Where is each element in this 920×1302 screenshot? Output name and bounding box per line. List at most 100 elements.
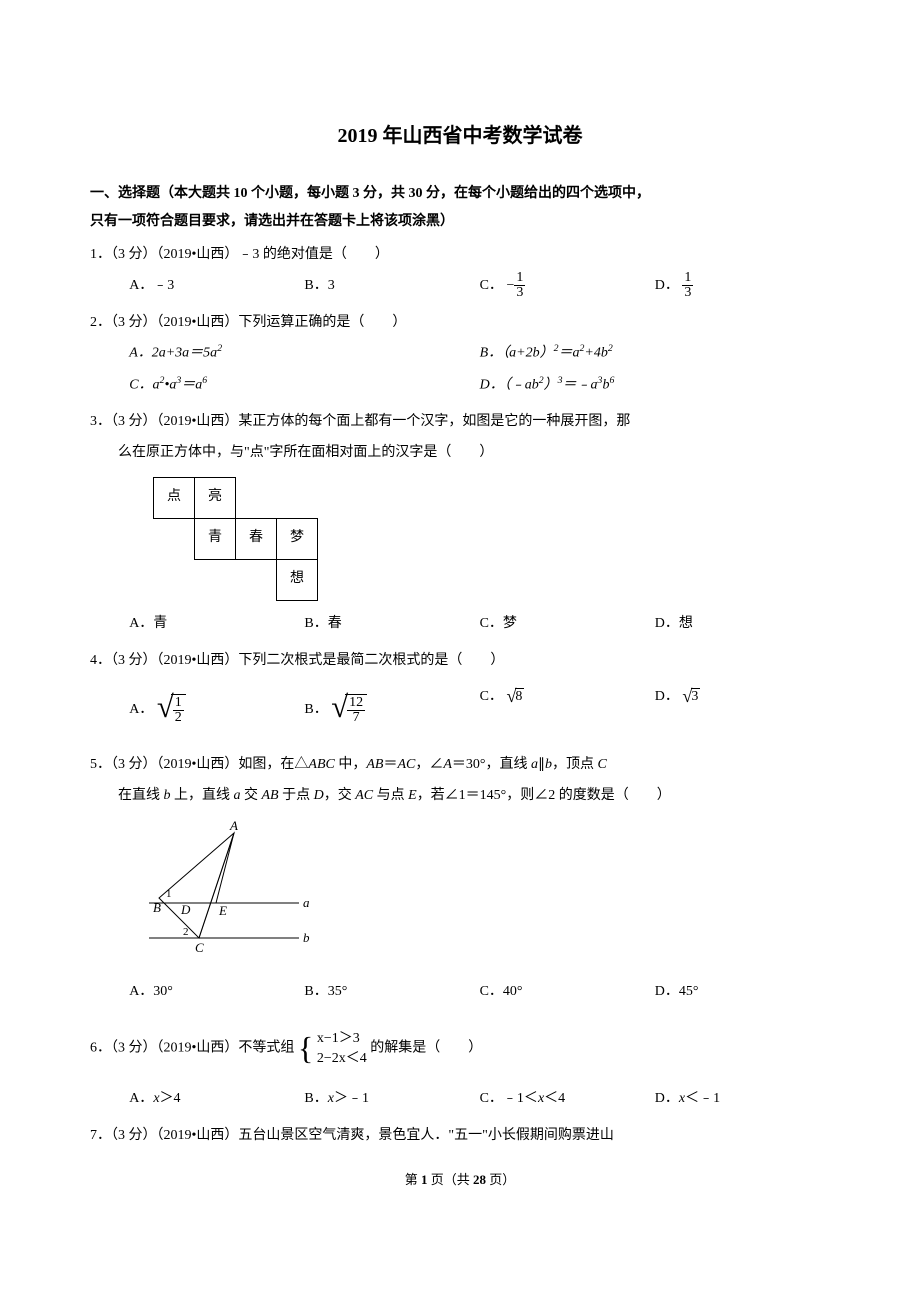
label-B: B xyxy=(153,900,161,915)
q4-stem: 4．（3 分）（2019•山西）下列二次根式是最简二次根式的是（ ） xyxy=(90,646,830,677)
q4-b-pre: B． xyxy=(304,703,327,718)
q5-figure: A B C D E a b 1 2 xyxy=(139,818,319,958)
section-header: 一、选择题（本大题共 10 个小题，每小题 3 分，共 30 分，在每个小题给出… xyxy=(90,180,830,236)
q4-a-pre: A． xyxy=(129,703,153,718)
q4-d-rad: 3 xyxy=(691,688,700,704)
q1-opt-b: B．3 xyxy=(304,271,479,302)
q4-c-rad: 8 xyxy=(515,688,524,704)
q1-c-pre: C． xyxy=(480,278,503,293)
q6-line1: x−1＞3 xyxy=(317,1029,367,1049)
q1-c-neg: − xyxy=(506,278,514,293)
net-cell: 亮 xyxy=(195,477,236,518)
q3-opt-b: B．春 xyxy=(304,609,479,640)
section-line-1: 一、选择题（本大题共 10 个小题，每小题 3 分，共 30 分，在每个小题给出… xyxy=(90,186,650,201)
q3-opt-d: D．想 xyxy=(655,609,830,640)
q3-opt-a: A．青 xyxy=(129,609,304,640)
q4-a-den: 2 xyxy=(173,711,184,725)
q5-opt-a: A．30° xyxy=(129,977,304,1008)
q6-post: 的解集是（ ） xyxy=(370,1041,482,1056)
question-5: 5．（3 分）（2019•山西）如图，在△ABC 中，AB＝AC，∠A＝30°，… xyxy=(90,750,830,1007)
q5-opt-d: D．45° xyxy=(655,977,830,1008)
label-E: E xyxy=(218,903,227,918)
q5-options: A．30° B．35° C．40° D．45° xyxy=(90,977,830,1008)
q2-stem: 2．（3 分）（2019•山西）下列运算正确的是（ ） xyxy=(90,308,830,339)
q2-options: A．2a+3a＝5a2 B．（a+2b）2＝a2+4b2 C．a2•a3＝a6 … xyxy=(90,338,830,401)
q6-options: A．x＞4 B．x＞﹣1 C．﹣1＜x＜4 D．x＜﹣1 xyxy=(90,1084,830,1115)
sqrt-icon: √3 xyxy=(682,676,700,716)
question-7: 7．（3 分）（2019•山西）五台山景区空气清爽，景色宜人．"五一"小长假期间… xyxy=(90,1121,830,1152)
q2-opt-a: A．2a+3a＝5a2 xyxy=(129,338,479,369)
question-1: 1．（3 分）（2019•山西）﹣3 的绝对值是（ ） A．﹣3 B．3 C． … xyxy=(90,240,830,302)
q4-opt-a: A． √12 xyxy=(129,676,304,744)
q7-stem: 7．（3 分）（2019•山西）五台山景区空气清爽，景色宜人．"五一"小长假期间… xyxy=(90,1121,830,1152)
q5-opt-c: C．40° xyxy=(480,977,655,1008)
sqrt-icon: √127 xyxy=(331,676,367,744)
question-4: 4．（3 分）（2019•山西）下列二次根式是最简二次根式的是（ ） A． √1… xyxy=(90,646,830,745)
q6-opt-d: D．x＜﹣1 xyxy=(655,1084,830,1115)
q2-opt-b: B．（a+2b）2＝a2+4b2 xyxy=(480,338,830,369)
question-2: 2．（3 分）（2019•山西）下列运算正确的是（ ） A．2a+3a＝5a2 … xyxy=(90,308,830,402)
q1-opt-c: C． −13 xyxy=(480,271,655,302)
q3-stem-l1: 3．（3 分）（2019•山西）某正方体的每个面上都有一个汉字，如图是它的一种展… xyxy=(90,407,830,438)
q6-opt-a: A．x＞4 xyxy=(129,1084,304,1115)
q5-stem-l1: 5．（3 分）（2019•山西）如图，在△ABC 中，AB＝AC，∠A＝30°，… xyxy=(90,750,830,781)
sqrt-icon: √8 xyxy=(506,676,524,716)
net-cell: 想 xyxy=(277,559,318,600)
label-a: a xyxy=(303,895,310,910)
footer-post: 页） xyxy=(486,1172,515,1187)
label-b: b xyxy=(303,930,310,945)
q1-d-frac: 13 xyxy=(682,271,693,300)
q4-a-num: 1 xyxy=(173,696,184,711)
q4-d-pre: D． xyxy=(655,689,679,704)
q4-b-den: 7 xyxy=(347,711,365,725)
question-6: 6．（3 分）（2019•山西）不等式组 { x−1＞3 2−2x＜4 的解集是… xyxy=(90,1013,830,1115)
cube-net-table: 点 亮 青 春 梦 想 xyxy=(153,477,318,601)
section-line-2: 只有一项符合题目要求，请选出并在答题卡上将该项涂黑） xyxy=(90,214,454,229)
q1-d-num: 1 xyxy=(682,271,693,286)
q5-stem-l2: 在直线 b 上，直线 a 交 AB 于点 D，交 AC 与点 E，若∠1＝145… xyxy=(90,781,830,812)
label-D: D xyxy=(180,902,191,917)
q6-system: { x−1＞3 2−2x＜4 xyxy=(298,1013,367,1084)
q2-opt-d: D．（﹣ab2）3＝﹣a3b6 xyxy=(480,370,830,401)
footer-total: 28 xyxy=(473,1172,486,1187)
q4-opt-c: C． √8 xyxy=(480,676,655,744)
label-2: 2 xyxy=(183,926,189,938)
label-A: A xyxy=(229,818,238,833)
q6-stem: 6．（3 分）（2019•山西）不等式组 { x−1＞3 2−2x＜4 的解集是… xyxy=(90,1013,830,1084)
exam-page: 2019 年山西省中考数学试卷 一、选择题（本大题共 10 个小题，每小题 3 … xyxy=(0,0,920,1302)
q4-opt-b: B． √127 xyxy=(304,676,479,744)
q1-c-frac: 13 xyxy=(514,271,525,300)
q6-line2: 2−2x＜4 xyxy=(317,1049,367,1069)
page-title: 2019 年山西省中考数学试卷 xyxy=(90,120,830,152)
question-3: 3．（3 分）（2019•山西）某正方体的每个面上都有一个汉字，如图是它的一种展… xyxy=(90,407,830,639)
q1-opt-d: D． 13 xyxy=(655,271,830,302)
label-C: C xyxy=(195,940,204,955)
q1-c-num: 1 xyxy=(514,271,525,286)
q1-stem: 1．（3 分）（2019•山西）﹣3 的绝对值是（ ） xyxy=(90,240,830,271)
q4-opt-d: D． √3 xyxy=(655,676,830,744)
q6-pre: 6．（3 分）（2019•山西）不等式组 xyxy=(90,1041,294,1056)
q4-c-pre: C． xyxy=(480,689,503,704)
brace-icon: { xyxy=(298,1013,313,1084)
q6-opt-b: B．x＞﹣1 xyxy=(304,1084,479,1115)
q3-opt-c: C．梦 xyxy=(480,609,655,640)
q3-options: A．青 B．春 C．梦 D．想 xyxy=(90,609,830,640)
net-cell: 青 xyxy=(195,518,236,559)
q3-stem-l2: 么在原正方体中，与"点"字所在面相对面上的汉字是（ ） xyxy=(90,438,830,469)
q4-b-num: 12 xyxy=(347,696,365,711)
net-cell: 春 xyxy=(236,518,277,559)
q1-d-den: 3 xyxy=(682,286,693,300)
footer-pre: 第 xyxy=(405,1172,421,1187)
q1-d-pre: D． xyxy=(655,278,679,293)
label-1: 1 xyxy=(166,888,172,900)
q1-c-den: 3 xyxy=(514,286,525,300)
q1-options: A．﹣3 B．3 C． −13 D． 13 xyxy=(90,271,830,302)
q2-opt-c: C．a2•a3＝a6 xyxy=(129,370,479,401)
q5-opt-b: B．35° xyxy=(304,977,479,1008)
net-cell: 梦 xyxy=(277,518,318,559)
q3-cube-net: 点 亮 青 春 梦 想 xyxy=(153,477,830,601)
q1-opt-a: A．﹣3 xyxy=(129,271,304,302)
page-footer: 第 1 页（共 28 页） xyxy=(90,1170,830,1191)
q4-options: A． √12 B． √127 C． √8 D． √3 xyxy=(90,676,830,744)
sqrt-icon: √12 xyxy=(157,676,186,744)
